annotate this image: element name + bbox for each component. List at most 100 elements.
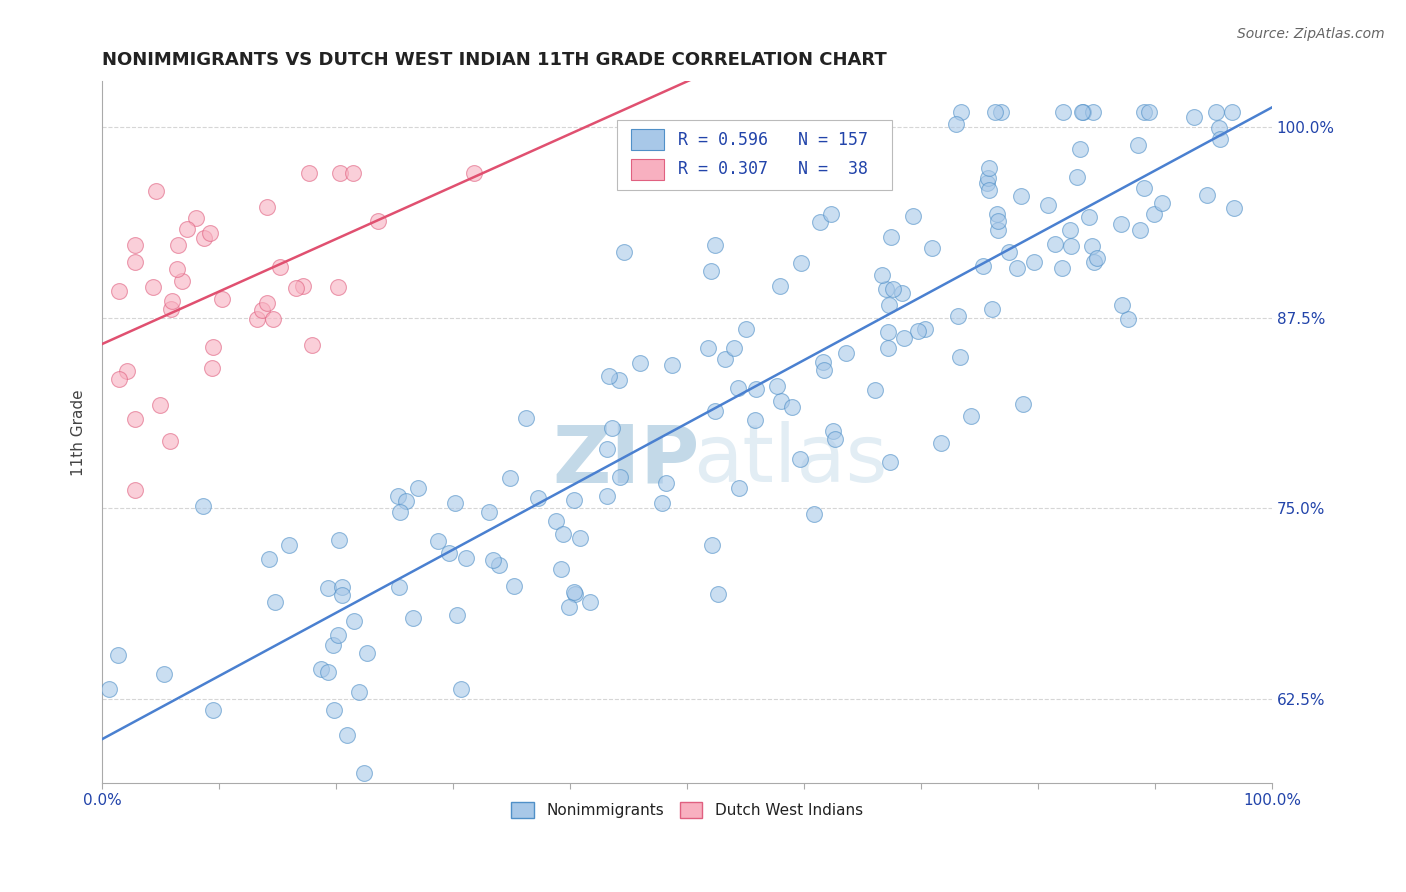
- Point: [326, 280, 349, 294]
- FancyBboxPatch shape: [617, 120, 891, 190]
- Point: [446, 607, 468, 622]
- Point: [426, 533, 449, 548]
- Point: [789, 256, 811, 270]
- Point: [1085, 251, 1108, 265]
- Point: [278, 538, 301, 552]
- Point: [1129, 223, 1152, 237]
- Point: [463, 166, 485, 180]
- Point: [810, 215, 832, 229]
- Point: [745, 382, 768, 396]
- Point: [1071, 104, 1094, 119]
- Point: [329, 166, 352, 180]
- Point: [987, 223, 1010, 237]
- Point: [291, 278, 314, 293]
- Point: [977, 171, 1000, 186]
- Point: [879, 455, 901, 469]
- Point: [835, 346, 858, 360]
- Point: [931, 435, 953, 450]
- Point: [388, 505, 411, 519]
- Point: [176, 222, 198, 236]
- Point: [1137, 104, 1160, 119]
- Point: [596, 442, 619, 457]
- Point: [569, 531, 592, 545]
- Point: [1012, 397, 1035, 411]
- Point: [914, 321, 936, 335]
- Point: [972, 259, 994, 273]
- Point: [1142, 206, 1164, 220]
- Point: [316, 665, 339, 679]
- FancyBboxPatch shape: [631, 159, 664, 179]
- Point: [562, 585, 585, 599]
- Point: [328, 533, 350, 547]
- Point: [1010, 189, 1032, 203]
- Point: [766, 379, 789, 393]
- Point: [893, 330, 915, 344]
- Point: [945, 117, 967, 131]
- Point: [811, 354, 834, 368]
- Point: [803, 508, 825, 522]
- Point: [201, 361, 224, 376]
- Legend: Nonimmigrants, Dutch West Indians: Nonimmigrants, Dutch West Indians: [505, 797, 869, 824]
- Y-axis label: 11th Grade: 11th Grade: [72, 389, 86, 475]
- Point: [387, 488, 409, 502]
- Point: [1209, 132, 1232, 146]
- Point: [901, 209, 924, 223]
- Point: [450, 682, 472, 697]
- Point: [124, 483, 146, 497]
- Point: [167, 238, 190, 252]
- Point: [323, 703, 346, 717]
- Point: [1060, 239, 1083, 253]
- Point: [456, 550, 478, 565]
- Point: [256, 296, 278, 310]
- Point: [824, 432, 846, 446]
- Point: [613, 244, 636, 259]
- Point: [727, 380, 749, 394]
- Point: [870, 268, 893, 282]
- Point: [877, 341, 900, 355]
- Point: [921, 241, 943, 255]
- Point: [551, 527, 574, 541]
- Point: [744, 412, 766, 426]
- Text: NONIMMIGRANTS VS DUTCH WEST INDIAN 11TH GRADE CORRELATION CHART: NONIMMIGRANTS VS DUTCH WEST INDIAN 11TH …: [103, 51, 887, 69]
- Point: [1223, 201, 1246, 215]
- Text: R = 0.307   N =  38: R = 0.307 N = 38: [678, 160, 868, 178]
- Point: [821, 424, 844, 438]
- Point: [285, 281, 308, 295]
- Point: [444, 495, 467, 509]
- Point: [356, 646, 378, 660]
- Point: [880, 230, 903, 244]
- Point: [326, 628, 349, 642]
- Point: [124, 412, 146, 426]
- Point: [193, 231, 215, 245]
- Text: atlas: atlas: [693, 421, 887, 500]
- Point: [628, 356, 651, 370]
- Point: [115, 364, 138, 378]
- Point: [882, 281, 904, 295]
- Point: [727, 481, 749, 495]
- Point: [309, 663, 332, 677]
- Point: [347, 684, 370, 698]
- Point: [550, 562, 572, 576]
- Point: [408, 481, 430, 495]
- Point: [696, 341, 718, 355]
- Point: [704, 238, 727, 252]
- Point: [316, 581, 339, 595]
- Point: [1083, 255, 1105, 269]
- Point: [211, 293, 233, 307]
- Point: [478, 504, 501, 518]
- Point: [651, 496, 673, 510]
- Point: [655, 476, 678, 491]
- Point: [780, 400, 803, 414]
- Point: [250, 302, 273, 317]
- Point: [108, 284, 131, 298]
- Point: [875, 281, 897, 295]
- Point: [166, 261, 188, 276]
- Point: [960, 409, 983, 423]
- Point: [1052, 260, 1074, 275]
- Point: [1071, 104, 1094, 119]
- Point: [998, 245, 1021, 260]
- Point: [609, 470, 631, 484]
- Point: [262, 312, 284, 326]
- Point: [149, 398, 172, 412]
- Point: [1077, 210, 1099, 224]
